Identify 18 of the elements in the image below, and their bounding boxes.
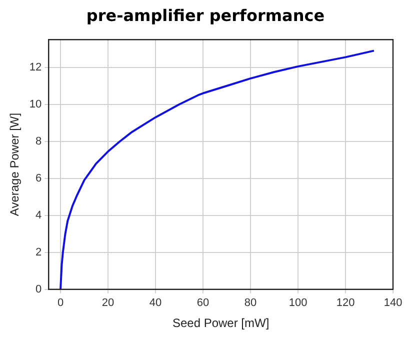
chart-title: pre-amplifier performance [85, 5, 326, 27]
y-tick-label: 12 [29, 61, 42, 74]
x-tick-label: 120 [336, 297, 355, 310]
y-tick-label: 0 [36, 283, 42, 296]
y-tick-label: 6 [36, 172, 42, 184]
x-tick-label: 100 [288, 297, 308, 310]
y-tick-label: 2 [36, 246, 42, 258]
y-tick-label: 10 [29, 98, 42, 110]
x-tick-label: 140 [384, 297, 402, 310]
y-tick-label: 4 [36, 209, 42, 222]
x-tick-label: 80 [244, 297, 257, 310]
x-tick-label: 20 [102, 297, 114, 310]
x-tick-label: 60 [196, 297, 210, 310]
x-tick-label: 40 [149, 297, 162, 310]
x-axis-title: Seed Power [mW] [172, 316, 270, 330]
x-tick-label: 0 [57, 297, 64, 310]
y-axis-title: Average Power [W] [8, 112, 22, 216]
y-tick-label: 8 [36, 135, 42, 148]
